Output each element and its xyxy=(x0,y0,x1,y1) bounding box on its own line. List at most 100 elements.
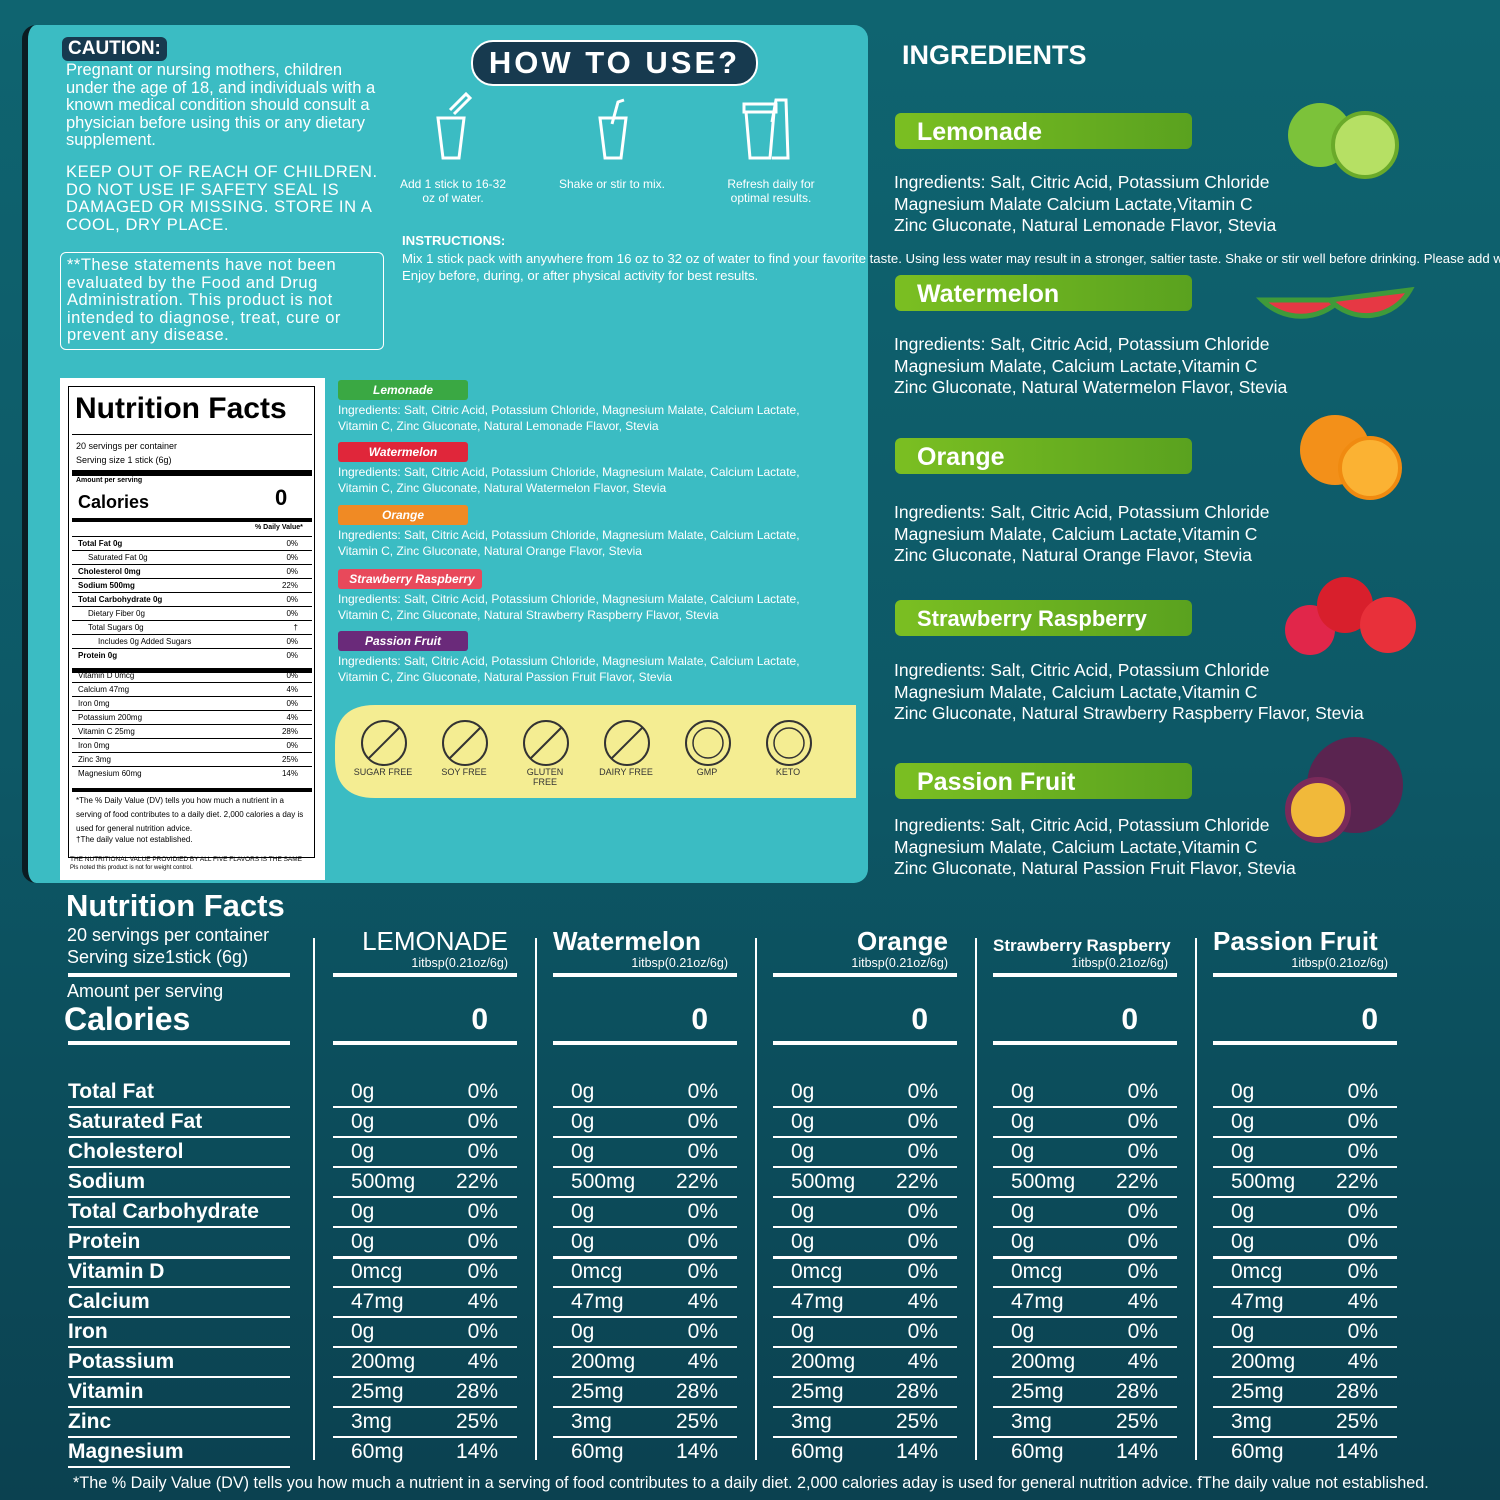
label-rule xyxy=(72,710,312,711)
ingredient-text: Ingredients: Salt, Citric Acid, Potassiu… xyxy=(894,502,1270,522)
cell-dv: 4% xyxy=(1347,1290,1378,1313)
row-rule xyxy=(1213,1106,1397,1108)
flavor-ingredients: Vitamin C, Zinc Gluconate, Natural Passi… xyxy=(338,670,672,684)
row-rule xyxy=(1213,1346,1397,1348)
column-name: LEMONADE xyxy=(362,926,508,956)
cell-amount: 60mg xyxy=(571,1440,624,1463)
badge-icon xyxy=(361,720,407,766)
label-rule xyxy=(72,434,312,435)
row-rule xyxy=(773,1196,957,1198)
label-row-name: Dietary Fiber 0g xyxy=(88,609,145,618)
label-rule xyxy=(72,752,312,753)
column-divider xyxy=(975,938,977,1460)
cell-dv: 4% xyxy=(907,1350,938,1373)
label-rule xyxy=(72,470,312,476)
row-rule xyxy=(553,1436,737,1438)
label-row-name: Vitamin C 25mg xyxy=(78,727,135,736)
label-row-dv: 14% xyxy=(281,769,298,778)
ingredients-title: INGREDIENTS xyxy=(902,40,1087,70)
row-rule xyxy=(553,1226,737,1228)
cell-dv: 4% xyxy=(1127,1290,1158,1313)
cell-dv: 0% xyxy=(467,1260,498,1283)
fruit-images xyxy=(1255,103,1416,843)
cell-dv: 0% xyxy=(467,1080,498,1103)
row-label: Protein xyxy=(68,1230,141,1253)
cell-dv: 25% xyxy=(1115,1410,1158,1433)
cell-amount: 0g xyxy=(351,1110,375,1133)
column-divider xyxy=(755,938,757,1460)
row-rule xyxy=(773,1286,957,1288)
column-serving: 1itbsp(0.21oz/6g) xyxy=(631,956,728,970)
badge-label: GMP xyxy=(696,767,718,777)
label-rule xyxy=(72,592,312,593)
row-rule xyxy=(993,1286,1177,1288)
row-rule xyxy=(993,1376,1177,1378)
ingredient-pill: Orange xyxy=(895,438,1192,474)
column-calories: 0 xyxy=(1361,1003,1378,1036)
row-label: Total Fat xyxy=(68,1080,154,1103)
column-divider xyxy=(313,938,315,1460)
badge-icon xyxy=(604,720,650,766)
ingredient-text: Magnesium Malate, Calcium Lactate,Vitami… xyxy=(894,681,1258,702)
flavor-pill: Lemonade xyxy=(338,380,468,400)
column-name: Orange xyxy=(856,926,948,956)
flavor-pill: Strawberry Raspberry xyxy=(338,569,482,589)
cell-amount: 0g xyxy=(1231,1140,1255,1163)
row-rule xyxy=(773,1136,957,1138)
how-to-step: Refresh daily for optimal results. xyxy=(727,177,815,205)
cell-amount: 0g xyxy=(351,1080,375,1103)
cell-amount: 3mg xyxy=(351,1410,392,1433)
cell-dv: 0% xyxy=(907,1320,938,1343)
cell-dv: 14% xyxy=(1335,1440,1378,1463)
cell-dv: 22% xyxy=(455,1170,498,1193)
flavor-ingredients: Vitamin C, Zinc Gluconate, Natural Water… xyxy=(338,481,667,495)
cell-dv: 25% xyxy=(455,1410,498,1433)
cell-amount: 0g xyxy=(791,1200,815,1223)
cell-amount: 200mg xyxy=(351,1350,416,1373)
cell-dv: 25% xyxy=(1335,1410,1378,1433)
row-rule xyxy=(553,1196,737,1198)
ingredient-text: Magnesium Malate, Calcium Lactate,Vitami… xyxy=(894,523,1258,544)
cell-amount: 0g xyxy=(571,1140,595,1163)
flavor-pill: Watermelon xyxy=(338,442,468,462)
row-rule xyxy=(1213,1316,1397,1318)
row-label: Saturated Fat xyxy=(68,1110,203,1133)
label-amount: Amount per serving xyxy=(76,477,143,484)
badge-label: KETO xyxy=(775,767,801,777)
cell-dv: 4% xyxy=(467,1290,498,1313)
table-footnote: *The % Daily Value (DV) tells you how mu… xyxy=(73,1474,1429,1492)
row-rule xyxy=(333,1316,517,1318)
row-label: Iron xyxy=(68,1320,108,1343)
cell-dv: 0% xyxy=(687,1080,718,1103)
row-rule xyxy=(993,1316,1177,1318)
label-row-dv: 0% xyxy=(286,699,298,708)
cell-amount: 0g xyxy=(1011,1320,1035,1343)
row-label: Cholesterol xyxy=(68,1140,184,1163)
how-to-step: Shake or stir to mix. xyxy=(558,177,666,191)
cell-dv: 22% xyxy=(1115,1170,1158,1193)
cell-dv: 0% xyxy=(1347,1140,1378,1163)
label-rule xyxy=(72,724,312,725)
ingredient-text: Zinc Gluconate, Natural Orange Flavor, S… xyxy=(894,545,1252,565)
label-row-dv: 0% xyxy=(286,741,298,750)
label-rule xyxy=(72,788,312,792)
cell-dv: 0% xyxy=(467,1110,498,1133)
flavor-ingredients: Ingredients: Salt, Citric Acid, Potassiu… xyxy=(338,403,800,417)
cell-dv: 0% xyxy=(1347,1200,1378,1223)
cell-amount: 0g xyxy=(351,1230,375,1253)
cell-amount: 200mg xyxy=(571,1350,636,1373)
cell-dv: 25% xyxy=(895,1410,938,1433)
row-rule xyxy=(1213,1196,1397,1198)
table-rule xyxy=(993,1041,1177,1045)
row-rule xyxy=(1213,1376,1397,1378)
cell-amount: 0g xyxy=(1231,1320,1255,1343)
row-rule xyxy=(993,1136,1177,1138)
cell-dv: 22% xyxy=(1335,1170,1378,1193)
label-row-dv: 4% xyxy=(286,713,298,722)
flavor-pill: Orange xyxy=(338,505,468,525)
label-row-name: Calcium 47mg xyxy=(78,685,130,694)
row-rule xyxy=(993,1256,1177,1259)
badge-icon xyxy=(523,720,569,766)
label-row-name: Iron 0mg xyxy=(78,699,110,708)
